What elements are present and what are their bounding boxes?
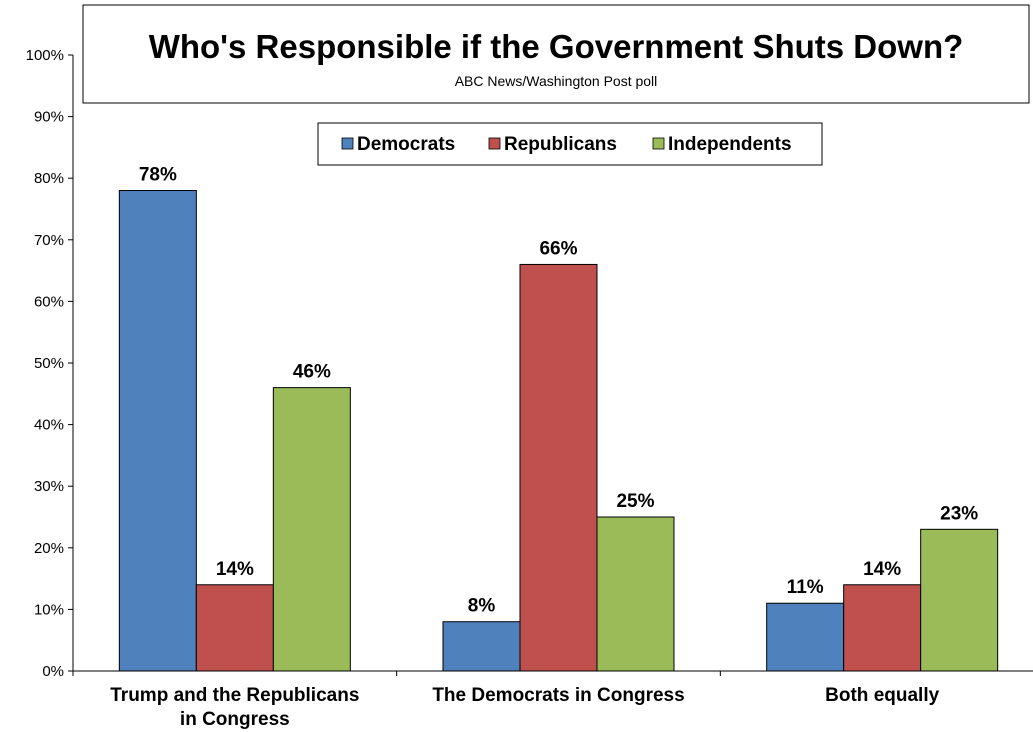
y-tick-label: 30%: [34, 478, 64, 495]
bar-independents: [272, 387, 351, 672]
legend: Democrats Republicans Independents: [317, 122, 823, 166]
bar-independents: [920, 528, 999, 672]
y-tick-label: 20%: [34, 540, 64, 557]
legend-label-democrats: Democrats: [357, 134, 455, 155]
x-category-label: The Democrats in Congress: [432, 685, 684, 706]
y-tick-label: 40%: [34, 417, 64, 434]
bar-republicans: [519, 263, 598, 672]
y-tick-label: 10%: [34, 601, 64, 618]
data-label: 11%: [787, 577, 824, 598]
legend-swatch-republicans: [488, 137, 501, 150]
bar-republicans: [843, 584, 922, 672]
data-label: 25%: [616, 491, 654, 512]
x-category-label: Both equally: [825, 685, 939, 706]
y-tick-label: 60%: [34, 293, 64, 310]
legend-label-independents: Independents: [668, 134, 792, 155]
legend-frame: [317, 122, 823, 166]
data-label: 23%: [940, 503, 978, 524]
data-label: 66%: [539, 238, 577, 259]
bar-democrats: [118, 190, 197, 672]
y-tick-label: 0%: [42, 663, 64, 680]
y-tick-label: 70%: [34, 232, 64, 249]
chart-subtitle: ABC News/Washington Post poll: [455, 73, 658, 89]
title-box: Who's Responsible if the Government Shut…: [82, 4, 1030, 104]
data-label: 14%: [863, 559, 901, 580]
y-tick-labels: 0% 10% 20% 30% 40% 50% 60% 70% 80% 90% 100%: [26, 47, 73, 680]
y-tick-label: 100%: [26, 47, 64, 64]
x-category-label: Trump and the Republicans: [110, 685, 359, 706]
chart-title: Who's Responsible if the Government Shut…: [149, 28, 964, 65]
data-label: 78%: [139, 165, 177, 186]
legend-swatch-independents: [652, 137, 665, 150]
data-label: 8%: [468, 596, 496, 617]
y-tick-label: 80%: [34, 170, 64, 187]
bar-democrats: [442, 621, 521, 672]
legend-label-republicans: Republicans: [504, 134, 617, 155]
legend-swatch-democrats: [341, 137, 354, 150]
title-frame: [82, 4, 1030, 104]
data-labels: 78% 14% 46% 8% 66% 25% 11% 14% 23%: [139, 165, 978, 617]
bar-republicans: [195, 584, 274, 672]
bar-independents: [596, 516, 675, 672]
x-category-labels: Trump and the Republicans in Congress The …: [110, 685, 939, 730]
data-label: 46%: [293, 362, 331, 383]
x-tick-marks: [72, 671, 721, 676]
data-label: 14%: [216, 559, 254, 580]
bar-democrats: [766, 602, 845, 672]
bars: [118, 190, 999, 672]
y-tick-label: 50%: [34, 355, 64, 372]
y-tick-label: 90%: [34, 109, 64, 126]
x-category-label: in Congress: [180, 709, 290, 730]
